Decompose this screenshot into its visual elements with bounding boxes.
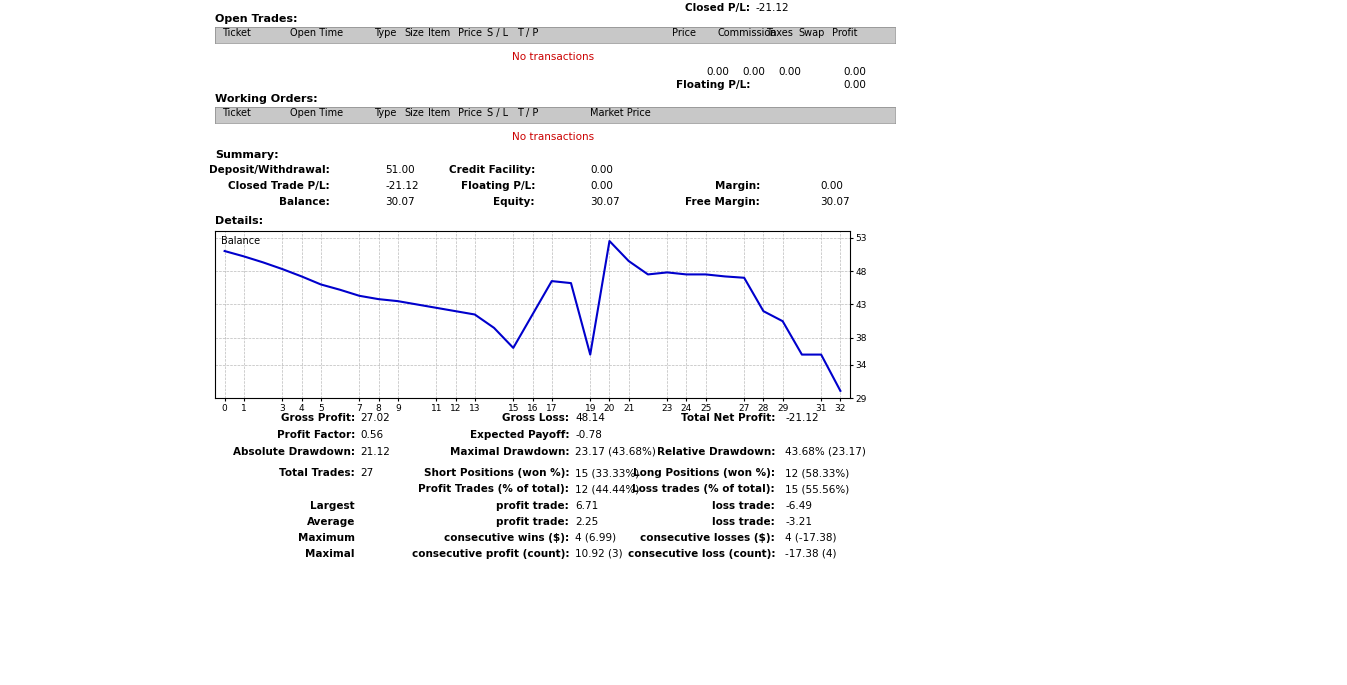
Text: Total Trades:: Total Trades: [279,468,356,478]
Text: Relative Drawdown:: Relative Drawdown: [656,447,775,457]
Text: Profit Factor:: Profit Factor: [276,430,356,440]
Text: Equity:: Equity: [493,197,535,207]
Text: profit trade:: profit trade: [496,517,568,527]
Text: Summary:: Summary: [216,150,279,160]
Text: 10.92 (3): 10.92 (3) [575,549,622,559]
Text: No transactions: No transactions [512,52,594,62]
Text: Loss trades (% of total):: Loss trades (% of total): [632,484,775,494]
Text: 30.07: 30.07 [590,197,620,207]
Text: Price: Price [458,28,482,38]
Text: Closed Trade P/L:: Closed Trade P/L: [229,181,330,191]
Text: Price: Price [672,28,696,38]
Text: Ticket: Ticket [222,108,251,118]
Text: Balance:: Balance: [279,197,330,207]
Text: Type: Type [374,28,396,38]
Text: 27.02: 27.02 [360,413,389,423]
Text: Balance: Balance [221,236,260,246]
Text: Commission: Commission [718,28,777,38]
Text: Profit: Profit [832,28,858,38]
Text: Closed P/L:: Closed P/L: [686,3,750,13]
Text: 2.25: 2.25 [575,517,598,527]
Text: 0.00: 0.00 [590,181,613,191]
Text: Profit Trades (% of total):: Profit Trades (% of total): [418,484,568,494]
Text: 0.56: 0.56 [360,430,383,440]
Text: consecutive wins ($):: consecutive wins ($): [445,533,568,543]
Text: 12 (58.33%): 12 (58.33%) [785,468,849,478]
Text: -6.49: -6.49 [785,501,812,511]
Text: 21.12: 21.12 [360,447,389,457]
Text: -0.78: -0.78 [575,430,602,440]
Text: 0.00: 0.00 [820,181,843,191]
Text: -17.38 (4): -17.38 (4) [785,549,836,559]
Text: 0.00: 0.00 [707,67,730,77]
Text: -21.12: -21.12 [785,413,819,423]
Text: 30.07: 30.07 [385,197,415,207]
Text: 48.14: 48.14 [575,413,605,423]
Text: Short Positions (won %):: Short Positions (won %): [423,468,568,478]
Text: Average: Average [307,517,356,527]
Text: Free Margin:: Free Margin: [686,197,760,207]
Text: Working Orders:: Working Orders: [216,94,318,104]
Text: 51.00: 51.00 [385,165,415,175]
Text: Size: Size [404,28,424,38]
Text: Type: Type [374,108,396,118]
Text: Gross Profit:: Gross Profit: [282,413,356,423]
Text: 15 (33.33%): 15 (33.33%) [575,468,640,478]
Text: Details:: Details: [216,216,263,226]
Text: Largest: Largest [310,501,356,511]
Text: Credit Facility:: Credit Facility: [449,165,535,175]
Text: 0.00: 0.00 [843,67,866,77]
Text: 15 (55.56%): 15 (55.56%) [785,484,849,494]
Text: Maximum: Maximum [298,533,356,543]
Text: Long Positions (won %):: Long Positions (won %): [633,468,775,478]
Text: profit trade:: profit trade: [496,501,568,511]
Text: -21.12: -21.12 [385,181,419,191]
Text: loss trade:: loss trade: [713,517,775,527]
Text: T / P: T / P [517,108,539,118]
Text: Swap: Swap [797,28,824,38]
Text: Open Time: Open Time [290,28,343,38]
Text: 0.00: 0.00 [843,80,866,90]
Text: Item: Item [428,108,450,118]
Text: Taxes: Taxes [766,28,793,38]
Text: 23.17 (43.68%): 23.17 (43.68%) [575,447,656,457]
Text: S / L: S / L [488,28,508,38]
Text: 0.00: 0.00 [742,67,765,77]
Text: Maximal: Maximal [306,549,356,559]
Text: Gross Loss:: Gross Loss: [502,413,568,423]
Text: S / L: S / L [488,108,508,118]
Text: 4 (-17.38): 4 (-17.38) [785,533,836,543]
Text: Market Price: Market Price [590,108,651,118]
Text: Margin:: Margin: [715,181,760,191]
Text: 27: 27 [360,468,373,478]
Text: Price: Price [458,108,482,118]
Text: Open Trades:: Open Trades: [216,14,298,24]
Text: Absolute Drawdown:: Absolute Drawdown: [233,447,356,457]
Text: consecutive profit (count):: consecutive profit (count): [411,549,568,559]
Text: 43.68% (23.17): 43.68% (23.17) [785,447,866,457]
Text: -3.21: -3.21 [785,517,812,527]
Text: Total Net Profit:: Total Net Profit: [680,413,775,423]
Text: Deposit/Withdrawal:: Deposit/Withdrawal: [209,165,330,175]
Text: Floating P/L:: Floating P/L: [461,181,535,191]
Text: 4 (6.99): 4 (6.99) [575,533,616,543]
Text: Item: Item [428,28,450,38]
Text: Expected Payoff:: Expected Payoff: [470,430,568,440]
Text: 12 (44.44%): 12 (44.44%) [575,484,640,494]
Text: Ticket: Ticket [222,28,251,38]
Text: 0.00: 0.00 [779,67,801,77]
Text: T / P: T / P [517,28,539,38]
Text: Maximal Drawdown:: Maximal Drawdown: [450,447,568,457]
Text: loss trade:: loss trade: [713,501,775,511]
Text: Size: Size [404,108,424,118]
Text: 0.00: 0.00 [590,165,613,175]
Text: No transactions: No transactions [512,132,594,142]
Text: 6.71: 6.71 [575,501,598,511]
Text: 30.07: 30.07 [820,197,850,207]
Text: Floating P/L:: Floating P/L: [676,80,750,90]
Text: -21.12: -21.12 [756,3,788,13]
Text: consecutive losses ($):: consecutive losses ($): [640,533,775,543]
Text: consecutive loss (count):: consecutive loss (count): [628,549,775,559]
Text: Open Time: Open Time [290,108,343,118]
